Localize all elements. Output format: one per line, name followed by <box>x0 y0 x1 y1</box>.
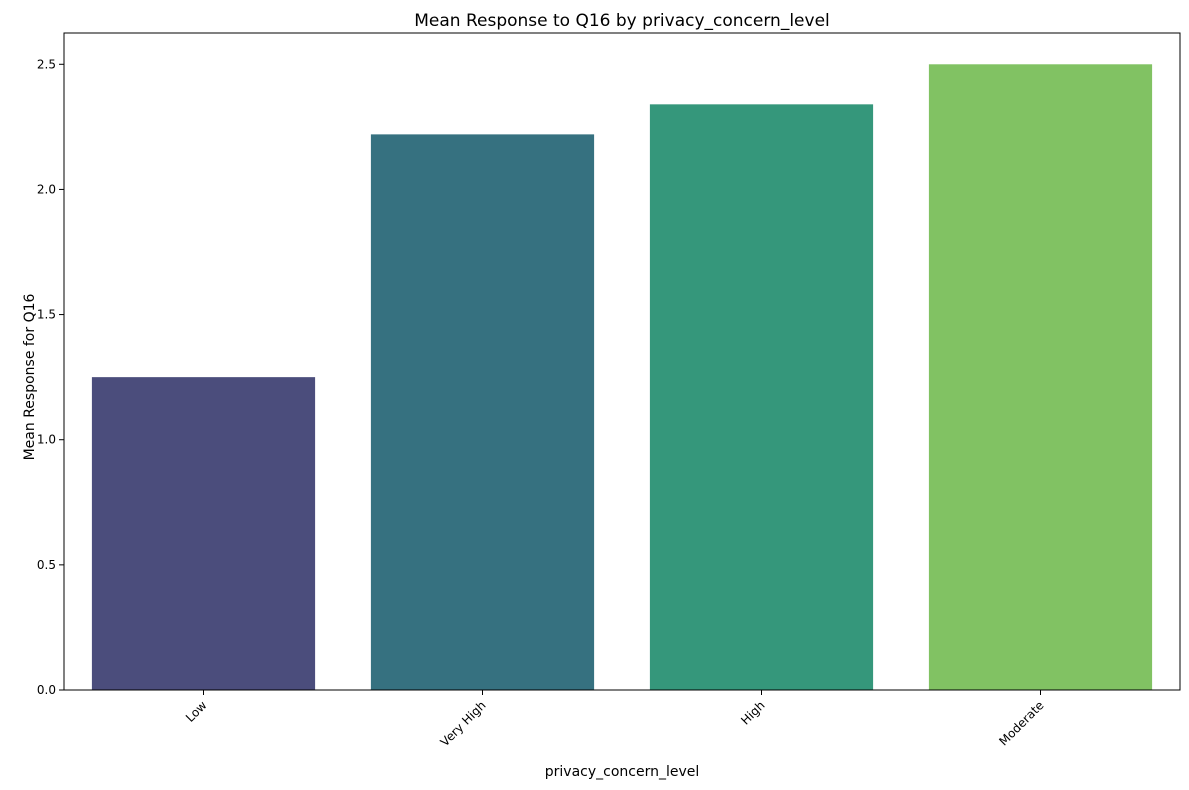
chart-title: Mean Response to Q16 by privacy_concern_… <box>414 11 830 31</box>
y-tick-label: 2.5 <box>37 57 56 71</box>
y-tick-label: 2.0 <box>37 182 56 196</box>
bar-low <box>91 377 316 690</box>
y-axis-label: Mean Response for Q16 <box>22 294 38 461</box>
bar-moderate <box>928 64 1153 691</box>
x-tick-label: Moderate <box>996 698 1046 748</box>
bars-layer <box>91 64 1153 691</box>
plot-frame <box>63 32 1181 691</box>
x-tick-label: Very High <box>438 698 489 749</box>
x-tick-label: Low <box>183 698 210 725</box>
bar-very-high <box>370 134 595 690</box>
y-tick-label: 1.0 <box>37 433 56 447</box>
x-axis: Low Very High High Moderate <box>183 690 1047 749</box>
bar-high <box>649 104 874 690</box>
x-tick-label: High <box>738 698 767 727</box>
y-tick-label: 0.0 <box>37 683 56 697</box>
y-tick-label: 1.5 <box>37 308 56 322</box>
y-axis: 0.0 0.5 1.0 1.5 2.0 2.5 <box>37 57 64 697</box>
x-axis-label: privacy_concern_level <box>545 764 700 780</box>
y-tick-label: 0.5 <box>37 558 56 572</box>
